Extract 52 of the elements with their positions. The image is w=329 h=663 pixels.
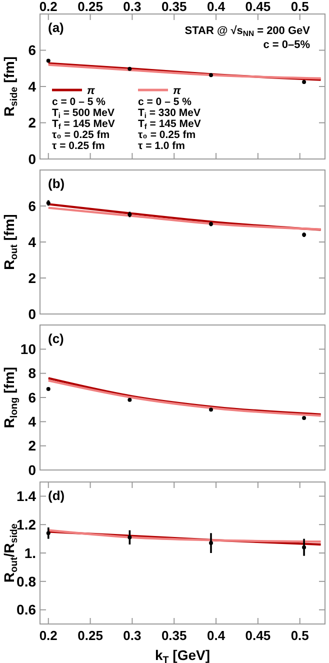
y-tick-label: 0 xyxy=(28,306,36,322)
y-tick-label: 1.2 xyxy=(16,516,36,532)
x-tick-label: 0.3 xyxy=(123,628,142,643)
x2-tick-label: 0.4 xyxy=(206,0,226,14)
annotation: (d) xyxy=(48,488,65,503)
y-tick-label: 8 xyxy=(28,365,36,382)
annotation: (b) xyxy=(48,176,65,191)
x2-tick-label: 0.25 xyxy=(78,0,103,14)
y-tick-label: 0.6 xyxy=(16,602,36,618)
y-tick-label: 4 xyxy=(28,78,36,94)
x2-tick-label: 0.3 xyxy=(123,0,142,14)
y-tick-label: 2 xyxy=(28,114,36,131)
x-tick-label: 0.45 xyxy=(245,628,271,643)
legend-label: π xyxy=(87,84,95,97)
annotation: T$_{f}$ = 145 MeV xyxy=(52,118,115,131)
y-tick-label: 4 xyxy=(28,414,36,430)
annotation: T$_{f}$ = 145 MeV xyxy=(138,118,201,131)
annotation: τ₀ = 0.25 fm xyxy=(52,129,110,141)
annotation: T$_{i}$ = 330 MeV xyxy=(138,107,200,120)
x-tick-label: 0.25 xyxy=(78,628,103,643)
annotation: T$_{i}$ = 500 MeV xyxy=(52,107,114,120)
x2-tick-label: 0.35 xyxy=(161,0,187,14)
y-tick-label: 6 xyxy=(28,198,36,214)
x2-tick-label: 0.5 xyxy=(290,0,309,14)
x-tick-label: 0.4 xyxy=(206,628,226,643)
annotation: τ = 0.25 fm xyxy=(52,140,105,152)
annotation: STAR @ √s$_{NN}$ = 200 GeV xyxy=(184,25,311,38)
y-tick-label: 1.4 xyxy=(16,488,36,504)
annotation: τ₀ = 0.25 fm xyxy=(138,129,196,141)
y-tick-label: 6 xyxy=(28,42,36,58)
x-tick-label: 0.5 xyxy=(290,628,309,643)
y-tick-label: 0 xyxy=(28,150,36,167)
x-tick-label: 0.2 xyxy=(39,628,58,643)
annotation: c = 0–5% xyxy=(263,39,310,51)
y-tick-label: 1. xyxy=(24,544,36,561)
y-tick-label: 0 xyxy=(28,462,36,478)
annotation: (c) xyxy=(48,331,64,346)
y-tick-label: 0.8 xyxy=(16,573,36,590)
y-tick-label: 10 xyxy=(20,341,36,358)
x2-tick-label: 0.45 xyxy=(245,0,271,14)
x2-tick-label: 0.2 xyxy=(39,0,58,14)
y-tick-label: 4 xyxy=(28,234,36,250)
annotation: τ = 1.0 fm xyxy=(138,140,185,152)
y-tick-label: 2 xyxy=(28,438,36,454)
y-tick-label: 2 xyxy=(28,270,36,286)
y-tick-label: 6 xyxy=(28,389,36,406)
annotation: c = 0 – 5 % xyxy=(138,96,192,108)
x-axis-title: k$_{T}$ [GeV] xyxy=(154,647,210,663)
legend-label: π xyxy=(173,84,181,97)
annotation: (a) xyxy=(48,20,64,35)
x-tick-label: 0.35 xyxy=(161,628,187,643)
annotation: c = 0 – 5 % xyxy=(52,96,106,108)
